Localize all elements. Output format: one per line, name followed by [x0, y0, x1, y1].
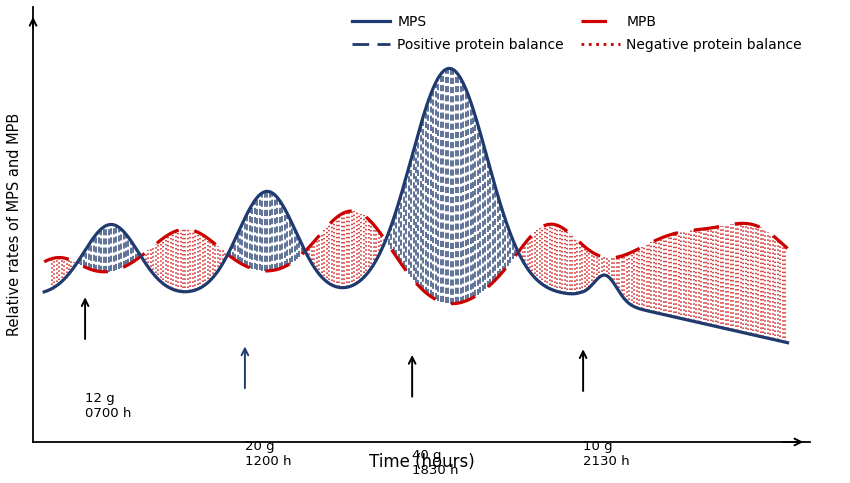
Text: 40 g
1830 h: 40 g 1830 h — [412, 449, 459, 477]
Text: 10 g
2130 h: 10 g 2130 h — [583, 440, 630, 468]
X-axis label: Time (hours): Time (hours) — [369, 453, 474, 471]
Y-axis label: Relative rates of MPS and MPB: Relative rates of MPS and MPB — [7, 113, 22, 336]
Text: 20 g
1200 h: 20 g 1200 h — [245, 440, 292, 468]
Legend: MPS, Positive protein balance, MPB, Negative protein balance: MPS, Positive protein balance, MPB, Nega… — [346, 10, 808, 57]
Text: 12 g
0700 h: 12 g 0700 h — [85, 392, 132, 420]
